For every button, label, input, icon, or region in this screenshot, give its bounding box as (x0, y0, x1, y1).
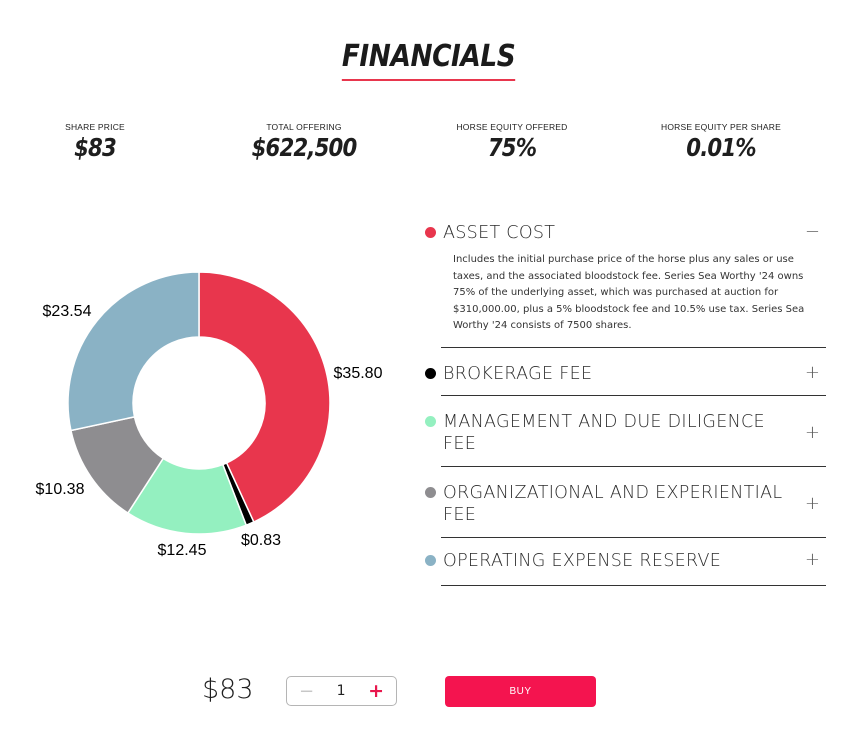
stat-value: 75% (487, 133, 537, 162)
minus-icon[interactable]: − (299, 680, 315, 702)
slice-value-label: $12.45 (158, 542, 207, 559)
accordion-header-brokerage-fee[interactable]: BROKERAGE FEE + (420, 362, 826, 385)
slice-value-label: $23.54 (43, 303, 92, 320)
accordion-header-operating-reserve[interactable]: OPERATING EXPENSE RESERVE + (420, 549, 826, 572)
stat-value: $622,500 (251, 133, 358, 162)
accordion-body-asset-cost: Includes the initial purchase price of t… (453, 254, 805, 331)
stat-share-price: SHARE PRICE $83 (5, 122, 185, 162)
accordion-title: OPERATING EXPENSE RESERVE (443, 551, 722, 571)
legend-dot (425, 227, 436, 238)
stat-label: HORSE EQUITY PER SHARE (661, 122, 781, 132)
quantity-value[interactable]: 1 (336, 683, 346, 699)
accordion-item-brokerage-fee: BROKERAGE FEE + (420, 348, 826, 396)
stat-value: $83 (74, 133, 117, 162)
expand-icon[interactable]: + (804, 422, 820, 443)
accordion-item-organizational-fee: ORGANIZATIONAL AND EXPERIENTIAL FEE + (420, 467, 826, 538)
accordion-header-organizational-fee[interactable]: ORGANIZATIONAL AND EXPERIENTIAL FEE + (420, 482, 826, 526)
stat-total-offering: TOTAL OFFERING $622,500 (214, 122, 394, 162)
divider (441, 347, 826, 348)
divider (441, 537, 826, 538)
accordion-item-operating-reserve: OPERATING EXPENSE RESERVE + (420, 538, 826, 586)
stat-label: SHARE PRICE (65, 122, 125, 132)
accordion-title: BROKERAGE FEE (443, 364, 593, 384)
collapse-icon[interactable]: − (804, 221, 820, 242)
expand-icon[interactable]: + (804, 549, 820, 570)
stat-value: 0.01% (686, 133, 756, 162)
divider (441, 585, 826, 586)
donut-chart: $35.80 $0.83 $12.45 $10.38 $23.54 (36, 271, 383, 559)
share-price: $83 (202, 674, 254, 705)
expand-icon[interactable]: + (804, 493, 820, 514)
accordion-item-management-fee: MANAGEMENT AND DUE DILIGENCE FEE + (420, 396, 826, 467)
accordion-header-management-fee[interactable]: MANAGEMENT AND DUE DILIGENCE FEE + (420, 411, 826, 455)
stat-horse-equity-per-share: HORSE EQUITY PER SHARE 0.01% (631, 122, 811, 162)
title-wrap: FINANCIALS (0, 39, 857, 81)
legend-dot (425, 555, 436, 566)
stat-label: TOTAL OFFERING (266, 122, 342, 132)
accordion-title: MANAGEMENT AND DUE DILIGENCE FEE (443, 412, 765, 454)
page-title: FINANCIALS (341, 39, 516, 81)
accordion-title: ORGANIZATIONAL AND EXPERIENTIAL FEE (443, 483, 783, 525)
legend-dot (425, 487, 436, 498)
divider (441, 466, 826, 467)
accordion-item-asset-cost: ASSET COST − Includes the initial purcha… (420, 221, 826, 348)
legend-dot (425, 368, 436, 379)
plus-icon[interactable]: + (368, 680, 384, 702)
expand-icon[interactable]: + (804, 362, 820, 383)
slice-value-label: $0.83 (241, 532, 281, 549)
donut-slice-asset-cost[interactable] (198, 271, 331, 523)
divider (441, 395, 826, 396)
slice-value-label: $35.80 (334, 365, 383, 382)
donut-slice-operating-expense-reserve[interactable] (67, 271, 200, 432)
legend-dot (425, 416, 436, 427)
buy-button[interactable]: BUY (445, 676, 596, 707)
slice-value-label: $10.38 (36, 481, 85, 498)
stat-label: HORSE EQUITY OFFERED (456, 122, 568, 132)
stat-horse-equity-offered: HORSE EQUITY OFFERED 75% (422, 122, 602, 162)
cost-breakdown-accordion: ASSET COST − Includes the initial purcha… (420, 221, 826, 586)
quantity-stepper[interactable]: − 1 + (286, 676, 397, 706)
accordion-header-asset-cost[interactable]: ASSET COST − (420, 221, 826, 244)
accordion-title: ASSET COST (443, 223, 556, 243)
